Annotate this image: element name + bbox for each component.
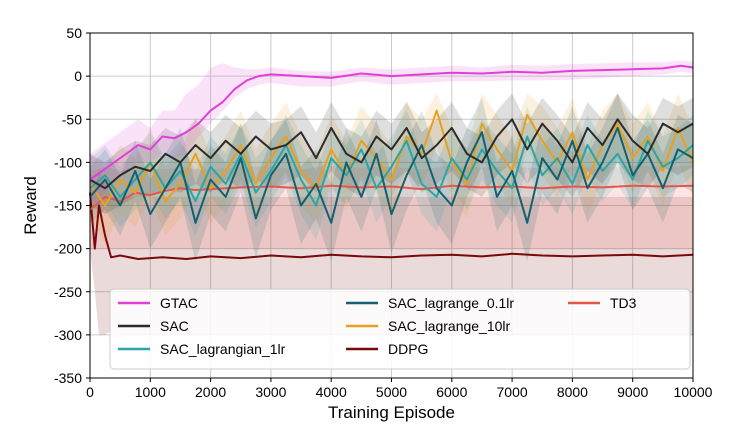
line-sac-lagrange-10lr bbox=[89, 109, 694, 207]
x-axis-title: Training Episode bbox=[328, 403, 455, 422]
legend-label: TD3 bbox=[610, 295, 637, 311]
y-axis-title: Reward bbox=[21, 176, 40, 235]
x-tick-label: 5000 bbox=[376, 384, 407, 400]
y-tick-label: 0 bbox=[74, 68, 82, 84]
x-tick-label: 7000 bbox=[497, 384, 528, 400]
legend-item-ddpg: DDPG bbox=[346, 341, 428, 357]
y-tick-label: -250 bbox=[54, 284, 82, 300]
y-tick-label: -350 bbox=[54, 370, 82, 386]
y-tick-label: 50 bbox=[66, 25, 82, 41]
y-axis-ticks: 50 0 -50 -100 -150 -200 -250 -300 -350 bbox=[54, 25, 90, 386]
x-tick-label: 6000 bbox=[436, 384, 467, 400]
legend-label: SAC_lagrangian_1lr bbox=[160, 341, 286, 357]
band-sac-lagrange-10lr bbox=[90, 93, 693, 245]
line-sac bbox=[89, 118, 694, 190]
y-tick-label: -100 bbox=[54, 154, 82, 170]
legend-label: SAC_lagrange_10lr bbox=[388, 318, 511, 334]
line-ddpg bbox=[89, 192, 694, 260]
x-tick-label: 8000 bbox=[557, 384, 588, 400]
line-gtac bbox=[89, 64, 694, 181]
band-gtac bbox=[90, 60, 693, 206]
legend-item-td3: TD3 bbox=[568, 295, 637, 311]
y-tick-label: -300 bbox=[54, 327, 82, 343]
line-sac-lagrange-0-1lr bbox=[89, 126, 694, 224]
y-tick-label: -200 bbox=[54, 241, 82, 257]
legend-item-sac-lagrange-0-1lr: SAC_lagrange_0.1lr bbox=[346, 295, 514, 311]
legend-item-sac: SAC bbox=[118, 318, 189, 334]
y-tick-label: -150 bbox=[54, 198, 82, 214]
x-tick-label: 0 bbox=[86, 384, 94, 400]
x-tick-label: 3000 bbox=[255, 384, 286, 400]
legend: GTAC SAC SAC_lagrangian_1lr SAC_lagrange_0.… bbox=[109, 288, 691, 370]
x-tick-label: 4000 bbox=[316, 384, 347, 400]
line-sac-lagrangian-1lr bbox=[89, 135, 694, 207]
legend-label: GTAC bbox=[160, 295, 198, 311]
legend-box bbox=[109, 288, 691, 370]
legend-item-sac-lagrangian-1lr: SAC_lagrangian_1lr bbox=[118, 341, 286, 357]
legend-item-sac-lagrange-10lr: SAC_lagrange_10lr bbox=[346, 318, 511, 334]
legend-label: SAC bbox=[160, 318, 189, 334]
line-td3 bbox=[89, 184, 694, 211]
legend-item-gtac: GTAC bbox=[118, 295, 198, 311]
legend-label: DDPG bbox=[388, 341, 428, 357]
y-tick-label: -50 bbox=[62, 111, 82, 127]
x-tick-label: 10000 bbox=[674, 384, 713, 400]
series-lines bbox=[89, 64, 694, 260]
x-tick-label: 2000 bbox=[195, 384, 226, 400]
x-tick-label: 1000 bbox=[135, 384, 166, 400]
x-tick-label: 9000 bbox=[617, 384, 648, 400]
legend-label: SAC_lagrange_0.1lr bbox=[388, 295, 514, 311]
x-axis-ticks: 0 1000 2000 3000 4000 5000 6000 7000 8000 9000 100… bbox=[86, 378, 713, 400]
band-sac-lagrangian-1lr bbox=[90, 106, 693, 240]
